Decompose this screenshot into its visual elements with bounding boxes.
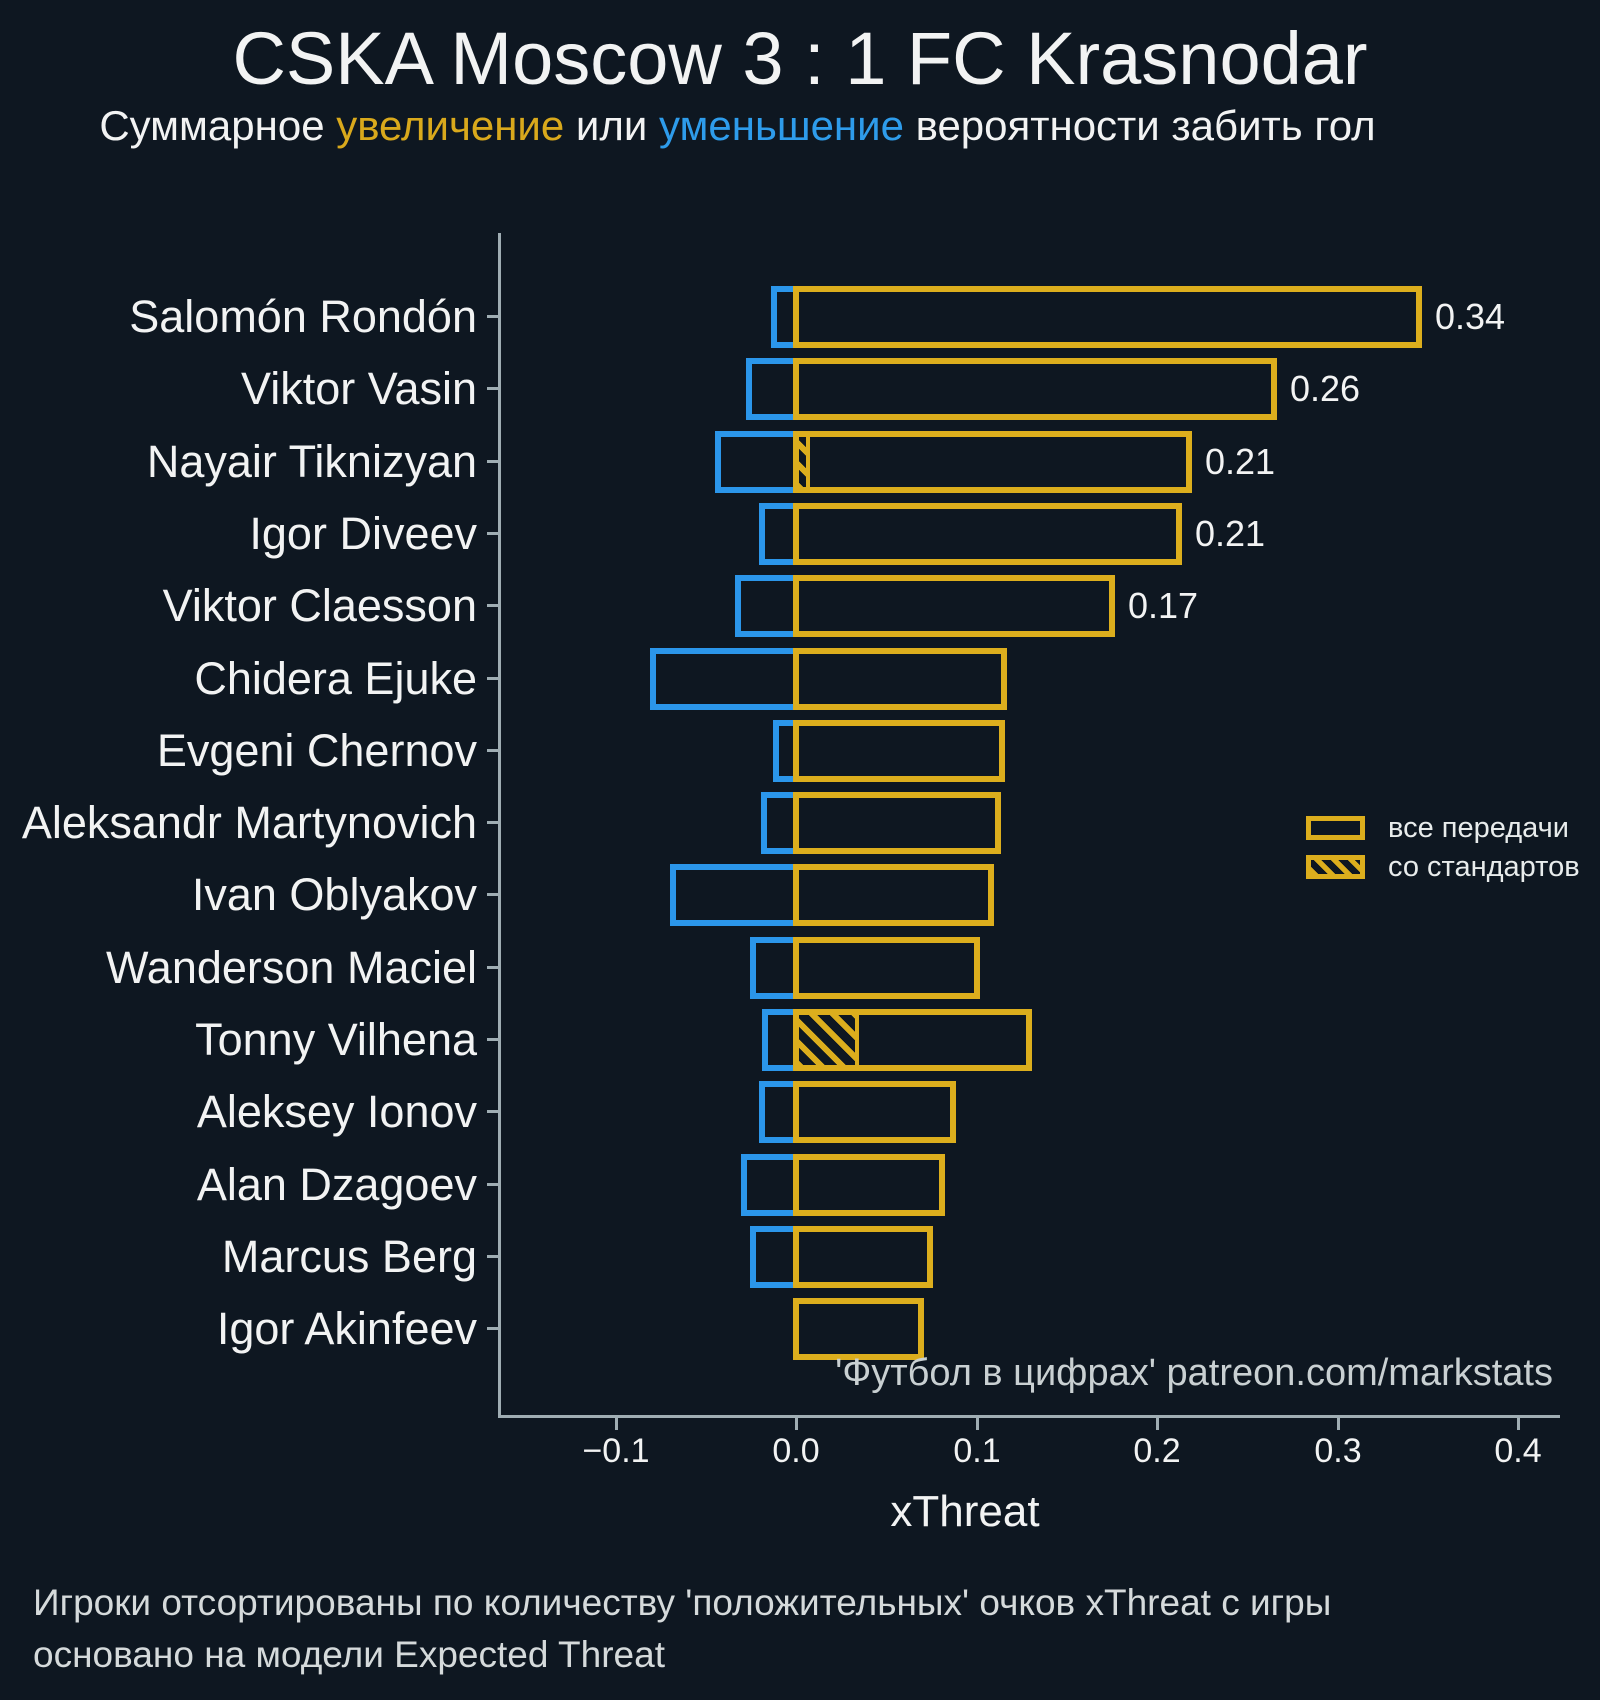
negative-bar bbox=[715, 431, 799, 493]
value-label: 0.21 bbox=[1195, 513, 1266, 554]
set-piece-bar bbox=[793, 431, 810, 493]
y-tick-mark bbox=[487, 893, 499, 896]
subtitle-increase-word: увеличение bbox=[336, 102, 565, 149]
x-tick-mark bbox=[615, 1418, 618, 1430]
y-tick-mark bbox=[487, 1038, 499, 1041]
player-name: Ivan Oblyakov bbox=[191, 869, 477, 920]
x-tick-mark bbox=[976, 1418, 979, 1430]
positive-bar bbox=[793, 1226, 933, 1288]
x-tick-label: 0.4 bbox=[1494, 1432, 1542, 1470]
positive-bar bbox=[793, 720, 1005, 782]
x-tick-label: 0.0 bbox=[772, 1432, 820, 1470]
player-name: Igor Diveev bbox=[249, 508, 477, 559]
player-name: Viktor Claesson bbox=[162, 580, 477, 631]
negative-bar bbox=[741, 1154, 799, 1216]
x-tick-label: 0.3 bbox=[1314, 1432, 1362, 1470]
y-tick-mark bbox=[487, 532, 499, 535]
y-tick-mark bbox=[487, 604, 499, 607]
legend-label-set-pieces: со стандартов bbox=[1388, 851, 1580, 883]
player-name: Aleksey Ionov bbox=[196, 1086, 477, 1137]
x-tick-mark bbox=[1517, 1418, 1520, 1430]
player-name: Wanderson Maciel bbox=[106, 942, 477, 993]
positive-bar bbox=[793, 1298, 924, 1360]
page-title: CSKA Moscow 3 : 1 FC Krasnodar bbox=[232, 17, 1368, 100]
positive-bar bbox=[793, 864, 994, 926]
page-subtitle: Суммарное увеличение или уменьшение веро… bbox=[0, 102, 1475, 150]
y-tick-mark bbox=[487, 460, 499, 463]
legend-swatch-set-pieces bbox=[1306, 855, 1365, 879]
y-tick-mark bbox=[487, 966, 499, 969]
positive-bar bbox=[793, 937, 980, 999]
subtitle-middle: или bbox=[564, 102, 660, 149]
value-label: 0.34 bbox=[1435, 296, 1506, 337]
negative-bar bbox=[735, 575, 799, 637]
y-tick-mark bbox=[487, 677, 499, 680]
y-tick-mark bbox=[487, 821, 499, 824]
player-name: Salomón Rondón bbox=[129, 291, 477, 342]
negative-bar bbox=[750, 1226, 799, 1288]
x-tick-label: 0.1 bbox=[953, 1432, 1001, 1470]
value-label: 0.17 bbox=[1128, 585, 1199, 626]
player-name: Igor Akinfeev bbox=[216, 1303, 477, 1354]
player-name: Viktor Vasin bbox=[241, 363, 477, 414]
x-tick-label: −0.1 bbox=[582, 1432, 650, 1470]
player-name: Chidera Ejuke bbox=[194, 653, 477, 704]
player-name: Aleksandr Martynovich bbox=[21, 797, 477, 848]
legend-swatch-all-passes bbox=[1306, 816, 1365, 840]
positive-bar bbox=[793, 1154, 945, 1216]
positive-bar bbox=[793, 575, 1115, 637]
player-name: Tonny Vilhena bbox=[195, 1014, 477, 1065]
positive-bar bbox=[793, 792, 1001, 854]
y-tick-mark bbox=[487, 749, 499, 752]
positive-bar bbox=[793, 648, 1007, 710]
y-axis-spine bbox=[498, 233, 501, 1418]
value-label: 0.21 bbox=[1205, 441, 1276, 482]
positive-bar bbox=[793, 286, 1422, 348]
positive-bar bbox=[793, 358, 1277, 420]
legend-label-all-passes: все передачи bbox=[1388, 812, 1569, 844]
positive-bar bbox=[793, 431, 1192, 493]
y-tick-mark bbox=[487, 1255, 499, 1258]
subtitle-prefix: Суммарное bbox=[99, 102, 337, 149]
footer-line-1: Игроки отсортированы по количеству 'поло… bbox=[33, 1582, 1332, 1623]
player-name: Evgeni Chernov bbox=[156, 725, 477, 776]
x-axis-spine bbox=[498, 1415, 1560, 1418]
y-tick-mark bbox=[487, 1110, 499, 1113]
x-tick-label: 0.2 bbox=[1133, 1432, 1181, 1470]
x-tick-mark bbox=[1337, 1418, 1340, 1430]
player-name: Alan Dzagoev bbox=[196, 1159, 477, 1210]
negative-bar bbox=[650, 648, 799, 710]
negative-bar bbox=[670, 864, 799, 926]
footer-line-2: основано на модели Expected Threat bbox=[33, 1634, 665, 1675]
x-tick-mark bbox=[1156, 1418, 1159, 1430]
x-tick-mark bbox=[795, 1418, 798, 1430]
subtitle-decrease-word: уменьшение bbox=[659, 102, 904, 149]
x-axis-title: xThreat bbox=[890, 1487, 1040, 1536]
positive-bar bbox=[793, 1081, 956, 1143]
negative-bar bbox=[746, 358, 799, 420]
positive-bar bbox=[793, 503, 1182, 565]
set-piece-bar bbox=[793, 1009, 859, 1071]
y-tick-mark bbox=[487, 1183, 499, 1186]
y-tick-mark bbox=[487, 315, 499, 318]
player-name: Nayair Tiknizyan bbox=[146, 436, 477, 487]
negative-bar bbox=[750, 937, 799, 999]
y-tick-mark bbox=[487, 1327, 499, 1330]
subtitle-suffix: вероятности забить гол bbox=[903, 102, 1376, 149]
value-label: 0.26 bbox=[1290, 368, 1361, 409]
y-tick-mark bbox=[487, 387, 499, 390]
player-name: Marcus Berg bbox=[221, 1231, 477, 1282]
watermark: 'Футбол в цифрах' patreon.com/markstats bbox=[835, 1352, 1553, 1394]
